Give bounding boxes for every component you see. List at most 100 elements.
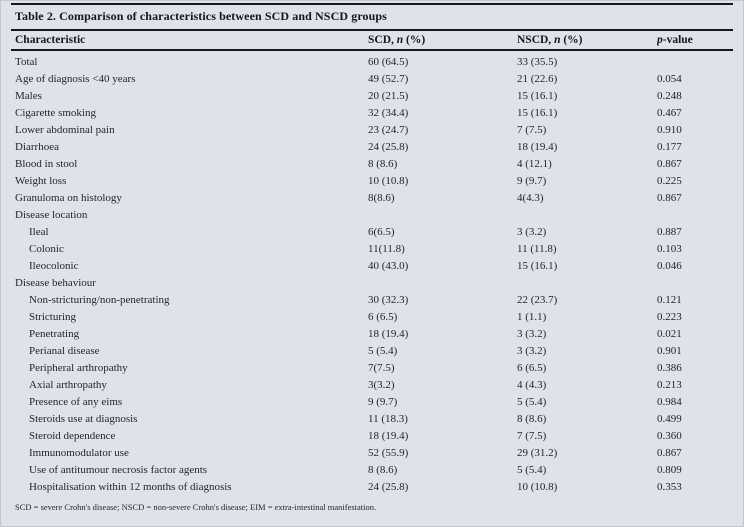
row-pvalue: 0.901 [657, 345, 682, 357]
row-nscd-value: 22 (23.7) [517, 294, 558, 306]
row-scd-value: 24 (25.8) [368, 141, 409, 153]
table-row: Total 60 (64.5) 33 (35.5) [11, 54, 733, 71]
row-scd-value [368, 207, 517, 224]
scd-header-n: n [396, 34, 404, 46]
row-scd-value: 9 (9.7) [368, 396, 398, 408]
row-scd-value [368, 275, 517, 292]
row-scd-value: 8 (8.6) [368, 158, 398, 170]
row-scd-value: 30 (32.3) [368, 294, 409, 306]
row-pvalue: 0.021 [657, 328, 682, 340]
table-row: Ileocolonic 40 (43.0) 15 (16.1) 0.046 [11, 258, 733, 275]
table-footnote: SCD = severe Crohn's disease; NSCD = non… [15, 502, 377, 512]
column-header-characteristic: Characteristic [15, 34, 368, 46]
row-nscd-value: 5 (5.4) [517, 396, 547, 408]
table-row: Lower abdominal pain 23 (24.7) 7 (7.5) 0… [11, 122, 733, 139]
row-nscd-value: 6 (6.5) [517, 362, 547, 374]
row-pvalue: 0.213 [657, 379, 682, 391]
row-scd-value: 23 (24.7) [368, 124, 409, 136]
table-row: Colonic 11(11.8) 11 (11.8) 0.103 [11, 241, 733, 258]
row-nscd-value: 18 (19.4) [517, 141, 558, 153]
table-row: Use of antitumour necrosis factor agents… [11, 462, 733, 479]
row-pvalue [657, 207, 733, 224]
row-scd-value: 11 (18.3) [368, 413, 408, 425]
row-characteristic-label: Presence of any eims [29, 396, 123, 408]
nscd-header-suffix: (%) [560, 34, 583, 46]
table-row: Stricturing 6 (6.5) 1 (1.1) 0.223 [11, 309, 733, 326]
row-characteristic-label: Disease behaviour [15, 277, 96, 289]
row-nscd-value: 11 (11.8) [517, 243, 557, 255]
row-nscd-value [517, 275, 657, 292]
row-nscd-value: 3 (3.2) [517, 226, 547, 238]
row-characteristic-label: Total [15, 56, 38, 68]
row-scd-value: 8(8.6) [368, 192, 395, 204]
row-nscd-value [517, 207, 657, 224]
row-characteristic-label: Use of antitumour necrosis factor agents [29, 464, 208, 476]
table-row: Penetrating 18 (19.4) 3 (3.2) 0.021 [11, 326, 733, 343]
table-row: Hospitalisation within 12 months of diag… [11, 479, 733, 496]
row-pvalue: 0.223 [657, 311, 682, 323]
row-scd-value: 24 (25.8) [368, 481, 409, 493]
row-characteristic-label: Immunomodulator use [29, 447, 129, 459]
row-pvalue: 0.248 [657, 90, 682, 102]
row-characteristic-label: Stricturing [29, 311, 77, 323]
row-characteristic-label: Colonic [29, 243, 64, 255]
row-characteristic-label: Ileal [29, 226, 49, 238]
table-row: Males 20 (21.5) 15 (16.1) 0.248 [11, 88, 733, 105]
row-scd-value: 10 (10.8) [368, 175, 409, 187]
row-pvalue: 0.867 [657, 158, 682, 170]
row-scd-value: 32 (34.4) [368, 107, 409, 119]
row-nscd-value: 3 (3.2) [517, 345, 547, 357]
table-row: Steroid dependence 18 (19.4) 7 (7.5) 0.3… [11, 428, 733, 445]
row-pvalue: 0.867 [657, 447, 682, 459]
row-scd-value: 7(7.5) [368, 362, 395, 374]
scd-header-suffix: (%) [403, 34, 426, 46]
row-nscd-value: 15 (16.1) [517, 260, 558, 272]
nscd-header-n: n [554, 34, 561, 46]
row-scd-value: 5 (5.4) [368, 345, 398, 357]
row-characteristic-label: Cigarette smoking [15, 107, 96, 119]
row-nscd-value: 9 (9.7) [517, 175, 547, 187]
row-scd-value: 6 (6.5) [368, 311, 398, 323]
row-pvalue: 0.984 [657, 396, 682, 408]
pvalue-header-suffix: -value [662, 34, 693, 46]
row-nscd-value: 29 (31.2) [517, 447, 558, 459]
row-characteristic-label: Lower abdominal pain [15, 124, 115, 136]
table-row: Presence of any eims 9 (9.7) 5 (5.4) 0.9… [11, 394, 733, 411]
scd-header-prefix: SCD, [368, 34, 397, 46]
table-row: Disease location [11, 207, 733, 224]
row-nscd-value: 10 (10.8) [517, 481, 558, 493]
row-pvalue: 0.467 [657, 107, 682, 119]
pvalue-header-p: p [657, 34, 663, 46]
table-header-row: Characteristic SCD, n (%) NSCD, n (%) p-… [11, 31, 733, 51]
nscd-header-prefix: NSCD, [517, 34, 555, 46]
row-scd-value: 20 (21.5) [368, 90, 409, 102]
row-nscd-value: 15 (16.1) [517, 107, 558, 119]
row-nscd-value: 8 (8.6) [517, 413, 547, 425]
row-characteristic-label: Diarrhoea [15, 141, 59, 153]
row-nscd-value: 7 (7.5) [517, 430, 547, 442]
row-nscd-value: 7 (7.5) [517, 124, 547, 136]
row-characteristic-label: Granuloma on histology [15, 192, 122, 204]
row-characteristic-label: Axial arthropathy [29, 379, 107, 391]
row-pvalue: 0.121 [657, 294, 682, 306]
row-pvalue: 0.046 [657, 260, 682, 272]
row-pvalue [657, 54, 733, 71]
row-nscd-value: 4 (12.1) [517, 158, 552, 170]
row-nscd-value: 15 (16.1) [517, 90, 558, 102]
row-scd-value: 18 (19.4) [368, 430, 409, 442]
row-nscd-value: 4(4.3) [517, 192, 544, 204]
table-body: Total 60 (64.5) 33 (35.5) Age of diagnos… [11, 51, 733, 496]
row-characteristic-label: Males [15, 90, 42, 102]
row-characteristic-label: Steroids use at diagnosis [29, 413, 138, 425]
row-pvalue: 0.225 [657, 175, 682, 187]
row-pvalue: 0.353 [657, 481, 682, 493]
table-title: Table 2. Comparison of characteristics b… [11, 5, 733, 31]
row-pvalue: 0.386 [657, 362, 682, 374]
row-pvalue: 0.499 [657, 413, 682, 425]
row-pvalue: 0.177 [657, 141, 682, 153]
table-row: Perianal disease 5 (5.4) 3 (3.2) 0.901 [11, 343, 733, 360]
row-characteristic-label: Non-stricturing/non-penetrating [29, 294, 170, 306]
row-nscd-value: 5 (5.4) [517, 464, 547, 476]
column-header-nscd: NSCD, n (%) [517, 34, 657, 46]
row-pvalue: 0.809 [657, 464, 682, 476]
